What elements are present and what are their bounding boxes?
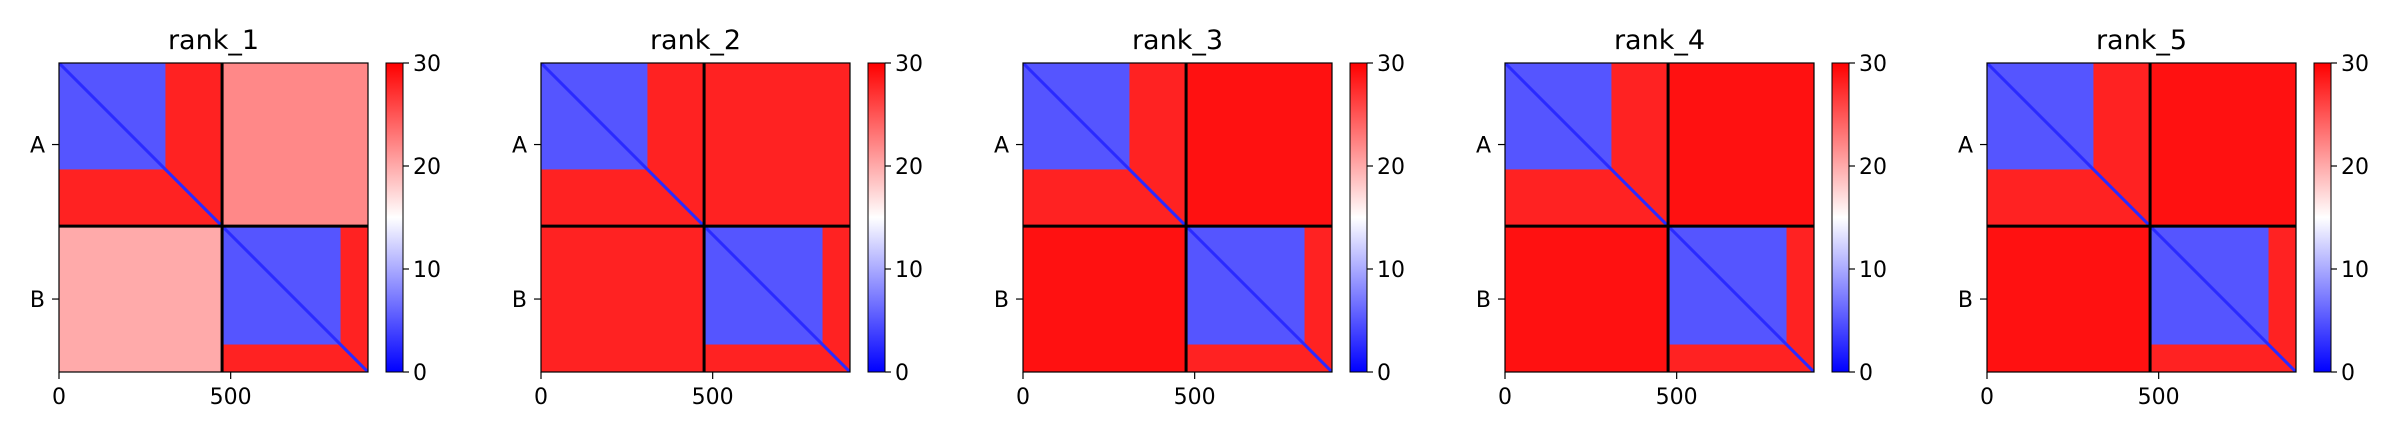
chain-A-tail-rows — [1505, 169, 1669, 227]
chain-A-tail-rows — [541, 169, 705, 227]
chain-A-tail-rows — [1987, 169, 2151, 227]
heatmap-4 — [1505, 63, 1814, 372]
colorbar — [385, 62, 404, 373]
colorbar-tick-label: 20 — [1859, 155, 1887, 180]
colorbar — [1831, 62, 1850, 373]
x-tick-label: 500 — [2138, 385, 2180, 410]
colorbar-tick-label: 0 — [2341, 361, 2355, 386]
pae-panel-3: rank_3 0 500 A B 0 10 20 30 — [994, 25, 1405, 410]
pae-diagonal — [1505, 63, 1814, 372]
chain-label-A: A — [1476, 134, 1491, 159]
colorbar-tick-label: 10 — [1377, 258, 1405, 283]
block-A-B — [222, 63, 368, 227]
pae-diagonal — [1023, 63, 1332, 372]
colorbar-tick-label: 10 — [1859, 258, 1887, 283]
chain-label-A: A — [512, 134, 527, 159]
chain-A-tail-rows — [59, 169, 223, 227]
chain-label-B: B — [1958, 288, 1973, 313]
colorbar-tick-label: 20 — [413, 155, 441, 180]
panel-title: rank_3 — [1132, 25, 1223, 56]
colorbar-tick-label: 20 — [2341, 155, 2369, 180]
colorbar-tick-label: 0 — [895, 361, 909, 386]
block-B-A — [59, 226, 223, 372]
colorbar — [867, 62, 886, 373]
colorbar-tick-label: 30 — [1377, 52, 1405, 77]
chain-A-tail-rows — [1023, 169, 1187, 227]
axes-frame — [58, 62, 369, 373]
colorbar-tick-label: 10 — [413, 258, 441, 283]
x-tick-label: 500 — [1656, 385, 1698, 410]
panel-title: rank_2 — [650, 25, 741, 56]
block-B-A — [1505, 226, 1669, 372]
panel-title: rank_5 — [2096, 25, 2187, 56]
heatmap-5 — [1987, 63, 2296, 372]
x-tick-label: 500 — [1174, 385, 1216, 410]
pae-panel-2: rank_2 0 500 A B 0 10 20 30 — [512, 25, 923, 410]
colorbar-tick-label: 30 — [2341, 52, 2369, 77]
axes-frame — [1986, 62, 2297, 373]
axes-frame — [1504, 62, 1815, 373]
heatmap-1 — [59, 63, 368, 372]
chain-label-B: B — [512, 288, 527, 313]
colorbar — [2313, 62, 2332, 373]
colorbar-tick-label: 30 — [1859, 52, 1887, 77]
block-A-B — [704, 63, 850, 227]
colorbar — [1349, 62, 1368, 373]
x-tick-label: 0 — [1016, 385, 1030, 410]
heatmap-3 — [1023, 63, 1332, 372]
chain-label-A: A — [1958, 134, 1973, 159]
block-A-B — [1668, 63, 1814, 227]
axes-frame — [540, 62, 851, 373]
chain-label-B: B — [30, 288, 45, 313]
pae-panel-1: rank_1 0 500 A B 0 10 20 30 — [30, 25, 441, 410]
x-tick-label: 500 — [210, 385, 252, 410]
colorbar-tick-label: 10 — [895, 258, 923, 283]
block-B-A — [1987, 226, 2151, 372]
colorbar-tick-label: 20 — [895, 155, 923, 180]
pae-diagonal — [59, 63, 368, 372]
colorbar-tick-label: 0 — [1377, 361, 1391, 386]
heatmap-2 — [541, 63, 850, 372]
x-tick-label: 0 — [1980, 385, 1994, 410]
pae-diagonal — [1987, 63, 2296, 372]
axes-frame — [1022, 62, 1333, 373]
block-B-A — [1023, 226, 1187, 372]
pae-diagonal — [541, 63, 850, 372]
block-A-B — [1186, 63, 1332, 227]
colorbar-tick-label: 30 — [895, 52, 923, 77]
colorbar-tick-label: 20 — [1377, 155, 1405, 180]
pae-panel-4: rank_4 0 500 A B 0 10 20 30 — [1476, 25, 1887, 410]
chain-label-A: A — [30, 134, 45, 159]
block-B-A — [541, 226, 705, 372]
block-A-B — [2150, 63, 2296, 227]
panel-title: rank_1 — [168, 25, 259, 56]
chain-label-B: B — [994, 288, 1009, 313]
x-tick-label: 500 — [692, 385, 734, 410]
x-tick-label: 0 — [1498, 385, 1512, 410]
colorbar-tick-label: 0 — [1859, 361, 1873, 386]
colorbar-tick-label: 0 — [413, 361, 427, 386]
pae-panel-5: rank_5 0 500 A B 0 10 20 30 — [1958, 25, 2369, 410]
chain-label-A: A — [994, 134, 1009, 159]
panel-title: rank_4 — [1614, 25, 1705, 56]
chain-label-B: B — [1476, 288, 1491, 313]
colorbar-tick-label: 10 — [2341, 258, 2369, 283]
colorbar-tick-label: 30 — [413, 52, 441, 77]
x-tick-label: 0 — [52, 385, 66, 410]
x-tick-label: 0 — [534, 385, 548, 410]
